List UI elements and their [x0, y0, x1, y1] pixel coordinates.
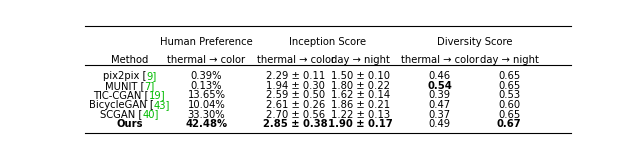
Text: 10.04%: 10.04%	[188, 100, 225, 110]
Text: 0.37: 0.37	[429, 110, 451, 120]
Text: Ours: Ours	[116, 119, 143, 129]
Text: 40]: 40]	[143, 110, 159, 120]
Text: 1.22 ± 0.13: 1.22 ± 0.13	[331, 110, 390, 120]
Text: 0.60: 0.60	[498, 100, 520, 110]
Text: 0.65: 0.65	[498, 71, 520, 81]
Text: 0.65: 0.65	[498, 110, 520, 120]
Text: TIC-CGAN [: TIC-CGAN [	[93, 90, 149, 100]
Text: 0.47: 0.47	[429, 100, 451, 110]
Text: 2.61 ± 0.26: 2.61 ± 0.26	[266, 100, 325, 110]
Text: day → night: day → night	[479, 55, 538, 65]
Text: 13.65%: 13.65%	[188, 90, 225, 100]
Text: 9]: 9]	[146, 71, 156, 81]
Text: thermal → color: thermal → color	[168, 55, 246, 65]
Text: 1.50 ± 0.10: 1.50 ± 0.10	[331, 71, 390, 81]
Text: 2.85 ± 0.38: 2.85 ± 0.38	[264, 119, 328, 129]
Text: 0.49: 0.49	[429, 119, 451, 129]
Text: Diversity Score: Diversity Score	[436, 37, 512, 47]
Text: 1.80 ± 0.22: 1.80 ± 0.22	[331, 81, 390, 91]
Text: 0.39: 0.39	[429, 90, 451, 100]
Text: BicycleGAN [: BicycleGAN [	[89, 100, 154, 110]
Text: 2.29 ± 0.11: 2.29 ± 0.11	[266, 71, 325, 81]
Text: pix2pix [: pix2pix [	[103, 71, 146, 81]
Text: 2.59 ± 0.50: 2.59 ± 0.50	[266, 90, 325, 100]
Text: 33.30%: 33.30%	[188, 110, 225, 120]
Text: 0.54: 0.54	[427, 81, 452, 91]
Text: 0.65: 0.65	[498, 81, 520, 91]
Text: 0.13%: 0.13%	[191, 81, 222, 91]
Text: 1.62 ± 0.14: 1.62 ± 0.14	[331, 90, 390, 100]
Text: 1.86 ± 0.21: 1.86 ± 0.21	[331, 100, 390, 110]
Text: SCGAN [: SCGAN [	[100, 110, 143, 120]
Text: 1.90 ± 0.17: 1.90 ± 0.17	[328, 119, 392, 129]
Text: 0.67: 0.67	[497, 119, 522, 129]
Text: 0.53: 0.53	[498, 90, 520, 100]
Text: Human Preference: Human Preference	[160, 37, 253, 47]
Text: thermal → color: thermal → color	[401, 55, 479, 65]
Text: 43]: 43]	[154, 100, 170, 110]
Text: day → night: day → night	[331, 55, 390, 65]
Text: thermal → color: thermal → color	[257, 55, 335, 65]
Text: Method: Method	[111, 55, 148, 65]
Text: 42.48%: 42.48%	[186, 119, 228, 129]
Text: 7]: 7]	[144, 81, 154, 91]
Text: 0.46: 0.46	[429, 71, 451, 81]
Text: Inception Score: Inception Score	[289, 37, 367, 47]
Text: MUNIT [: MUNIT [	[105, 81, 144, 91]
Text: 1.94 ± 0.30: 1.94 ± 0.30	[266, 81, 325, 91]
Text: 0.39%: 0.39%	[191, 71, 222, 81]
Text: 19]: 19]	[149, 90, 166, 100]
Text: 2.70 ± 0.56: 2.70 ± 0.56	[266, 110, 325, 120]
